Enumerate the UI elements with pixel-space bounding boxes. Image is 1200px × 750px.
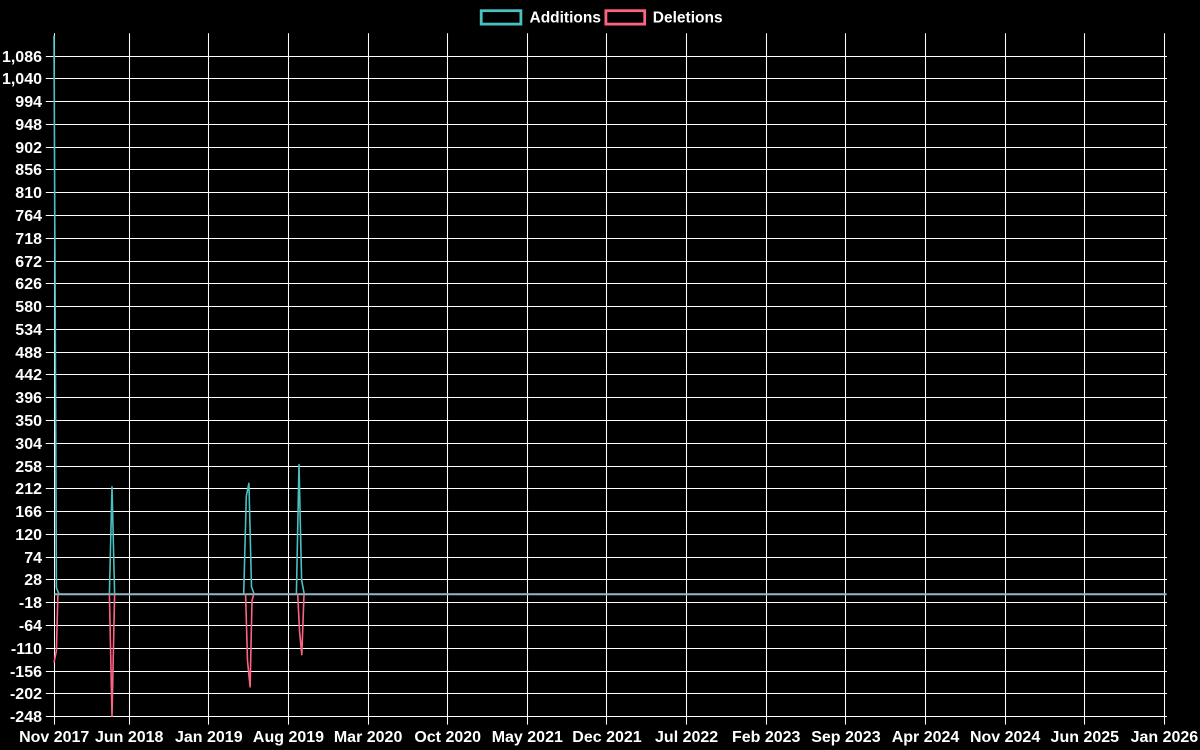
svg-text:-18: -18 xyxy=(19,595,42,612)
svg-text:396: 396 xyxy=(15,390,42,407)
svg-text:Sep 2023: Sep 2023 xyxy=(811,729,880,746)
svg-text:Jun 2018: Jun 2018 xyxy=(95,729,164,746)
svg-text:488: 488 xyxy=(15,345,42,362)
svg-text:Mar 2020: Mar 2020 xyxy=(334,729,403,746)
svg-text:718: 718 xyxy=(15,231,42,248)
svg-text:May 2021: May 2021 xyxy=(492,729,563,746)
svg-text:-64: -64 xyxy=(19,618,42,635)
svg-text:Feb 2023: Feb 2023 xyxy=(732,729,801,746)
svg-text:120: 120 xyxy=(15,527,42,544)
svg-text:304: 304 xyxy=(15,436,42,453)
svg-text:Oct 2020: Oct 2020 xyxy=(414,729,481,746)
svg-text:Jan 2019: Jan 2019 xyxy=(175,729,243,746)
svg-text:994: 994 xyxy=(15,94,42,111)
svg-text:1,040: 1,040 xyxy=(2,71,42,88)
svg-text:Jan 2026: Jan 2026 xyxy=(1131,729,1199,746)
svg-text:442: 442 xyxy=(15,367,42,384)
svg-text:Nov 2017: Nov 2017 xyxy=(19,729,89,746)
svg-text:-110: -110 xyxy=(11,641,42,658)
svg-text:810: 810 xyxy=(15,185,42,202)
svg-text:Aug 2019: Aug 2019 xyxy=(253,729,324,746)
svg-text:74: 74 xyxy=(24,550,42,567)
svg-text:-248: -248 xyxy=(10,709,42,726)
svg-text:258: 258 xyxy=(15,459,42,476)
svg-text:580: 580 xyxy=(15,299,42,316)
svg-text:672: 672 xyxy=(15,254,42,271)
svg-text:Jul 2022: Jul 2022 xyxy=(655,729,718,746)
svg-text:-202: -202 xyxy=(10,686,42,703)
svg-text:948: 948 xyxy=(15,117,42,134)
svg-text:166: 166 xyxy=(15,504,42,521)
svg-text:-156: -156 xyxy=(10,664,42,681)
svg-text:Jun 2025: Jun 2025 xyxy=(1051,729,1120,746)
svg-text:Deletions: Deletions xyxy=(653,9,723,26)
svg-text:856: 856 xyxy=(15,162,42,179)
svg-text:902: 902 xyxy=(15,140,42,157)
svg-text:Additions: Additions xyxy=(530,9,601,26)
svg-text:212: 212 xyxy=(15,481,42,498)
svg-text:350: 350 xyxy=(15,413,42,430)
svg-text:Dec 2021: Dec 2021 xyxy=(572,729,641,746)
svg-text:Apr 2024: Apr 2024 xyxy=(892,729,960,746)
svg-text:28: 28 xyxy=(24,572,42,589)
svg-text:626: 626 xyxy=(15,276,42,293)
svg-text:534: 534 xyxy=(15,322,42,339)
svg-text:764: 764 xyxy=(15,208,42,225)
svg-text:1,086: 1,086 xyxy=(2,49,42,66)
svg-text:Nov 2024: Nov 2024 xyxy=(970,729,1040,746)
